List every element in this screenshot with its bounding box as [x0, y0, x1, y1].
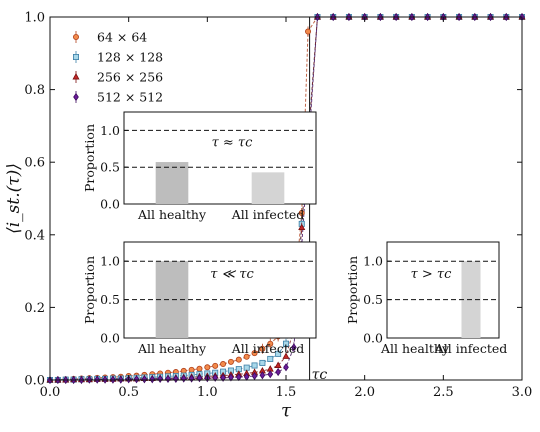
inset-y-tick-label: 0.5 — [100, 160, 120, 175]
legend-marker — [72, 73, 80, 80]
inset-category-label: All healthy — [380, 341, 450, 356]
legend-label: 64 × 64 — [97, 30, 147, 45]
data-point — [165, 374, 171, 383]
inset-y-tick-label: 0.0 — [100, 331, 120, 346]
inset-frame — [386, 241, 500, 339]
inset-bar — [251, 172, 285, 204]
x-tick-label: 1.0 — [197, 385, 218, 400]
data-point — [212, 362, 219, 369]
x-tick-label: 1.5 — [276, 385, 297, 400]
data-point — [220, 361, 227, 368]
legend: 64 × 64 128 × 128 256 × 256 512 × 512 — [72, 30, 163, 105]
inset-y-tick-label: 1.0 — [363, 254, 383, 269]
data-point — [282, 340, 289, 347]
x-axis-label: τ — [281, 400, 292, 421]
legend-item-3: 256 × 256 — [72, 70, 163, 85]
x-tick-label: 2.5 — [433, 385, 454, 400]
legend-label: 128 × 128 — [97, 50, 163, 65]
data-point — [196, 365, 203, 372]
data-point — [251, 362, 258, 369]
inset-y-tick-label: 0.5 — [100, 292, 120, 307]
data-point — [259, 359, 266, 366]
legend-item-2: 128 × 128 — [73, 50, 163, 65]
data-point — [267, 355, 274, 362]
data-point — [141, 375, 148, 384]
inset-y-tick-label: 1.0 — [100, 123, 120, 138]
inset-annotation: τ > τc — [411, 267, 453, 282]
inset-category-label: All healthy — [137, 341, 207, 356]
data-point — [259, 371, 266, 380]
data-point — [188, 366, 195, 373]
data-point — [259, 345, 266, 352]
axis-labels: 0.0 0.5 1.0 1.5 2.0 2.5 3.0 0.0 0.2 0.4 0.6 0.8 1.0 τ… — [4, 11, 532, 422]
y-tick-label: 0.6 — [24, 156, 45, 171]
legend-marker — [73, 54, 80, 61]
inset-below: 0.0 0.5 1.0 All healthy All infected Proporti… — [82, 241, 317, 356]
critical-point-label: τc — [312, 367, 328, 383]
legend-label: 512 × 512 — [97, 90, 163, 105]
data-point — [228, 373, 234, 382]
x-tick-label: 2.0 — [354, 385, 375, 400]
x-tick-label: 0.0 — [40, 385, 61, 400]
inset-y-label: Proportion — [82, 124, 97, 192]
data-point — [298, 210, 305, 217]
data-point — [243, 353, 250, 360]
inset-frame — [123, 111, 317, 205]
inset-y-tick-label: 0.5 — [363, 292, 383, 307]
inset-annotation: τ ≈ τc — [212, 136, 254, 151]
legend-item-1: 64 × 64 — [73, 30, 147, 45]
inset-y-tick-label: 1.0 — [100, 254, 120, 269]
inset-category-label: All healthy — [137, 207, 207, 222]
data-point — [251, 350, 258, 357]
data-point — [267, 340, 274, 347]
data-point — [274, 361, 282, 368]
data-point — [283, 363, 289, 372]
data-point — [149, 375, 156, 384]
y-tick-label: 0.4 — [24, 228, 45, 243]
legend-marker — [73, 34, 80, 41]
data-point — [204, 364, 211, 371]
inset-y-label: Proportion — [345, 256, 360, 324]
y-tick-label: 0.8 — [24, 83, 45, 98]
data-point — [282, 352, 290, 359]
legend-marker — [73, 92, 79, 102]
legend-item-4: 512 × 512 — [73, 90, 163, 105]
main-plot — [46, 12, 526, 385]
inset-y-tick-label: 0.0 — [363, 331, 383, 346]
inset-y-tick-label: 0.0 — [100, 197, 120, 212]
inset-category-label: All infected — [231, 207, 305, 222]
inset-frame — [123, 241, 317, 339]
data-point — [133, 375, 140, 384]
data-point — [251, 371, 258, 381]
inset-annotation: τ ≪ τc — [210, 267, 254, 282]
x-tick-label: 3.0 — [512, 385, 533, 400]
inset-near: 0.0 0.5 1.0 All healthy All infected Proporti… — [82, 111, 317, 222]
x-tick-label: 0.5 — [118, 385, 139, 400]
data-point — [227, 358, 234, 365]
data-point — [291, 343, 297, 352]
inset-bar — [155, 162, 189, 204]
data-point — [298, 223, 306, 231]
legend-label: 256 × 256 — [97, 70, 163, 85]
data-point — [275, 367, 281, 377]
data-point — [243, 364, 250, 371]
data-point — [275, 350, 282, 357]
y-axis-label: ⟨i_st.(τ)⟩ — [4, 163, 24, 234]
y-tick-label: 0.0 — [24, 374, 45, 389]
y-tick-label: 0.2 — [24, 301, 45, 316]
inset-category-label: All infected — [434, 341, 508, 356]
data-point — [305, 28, 312, 35]
inset-y-label: Proportion — [82, 256, 97, 324]
inset-category-label: All infected — [231, 341, 305, 356]
data-point — [267, 370, 274, 379]
data-point — [173, 374, 179, 383]
data-point — [235, 356, 242, 363]
y-tick-label: 1.0 — [24, 11, 45, 26]
data-point — [157, 374, 163, 383]
